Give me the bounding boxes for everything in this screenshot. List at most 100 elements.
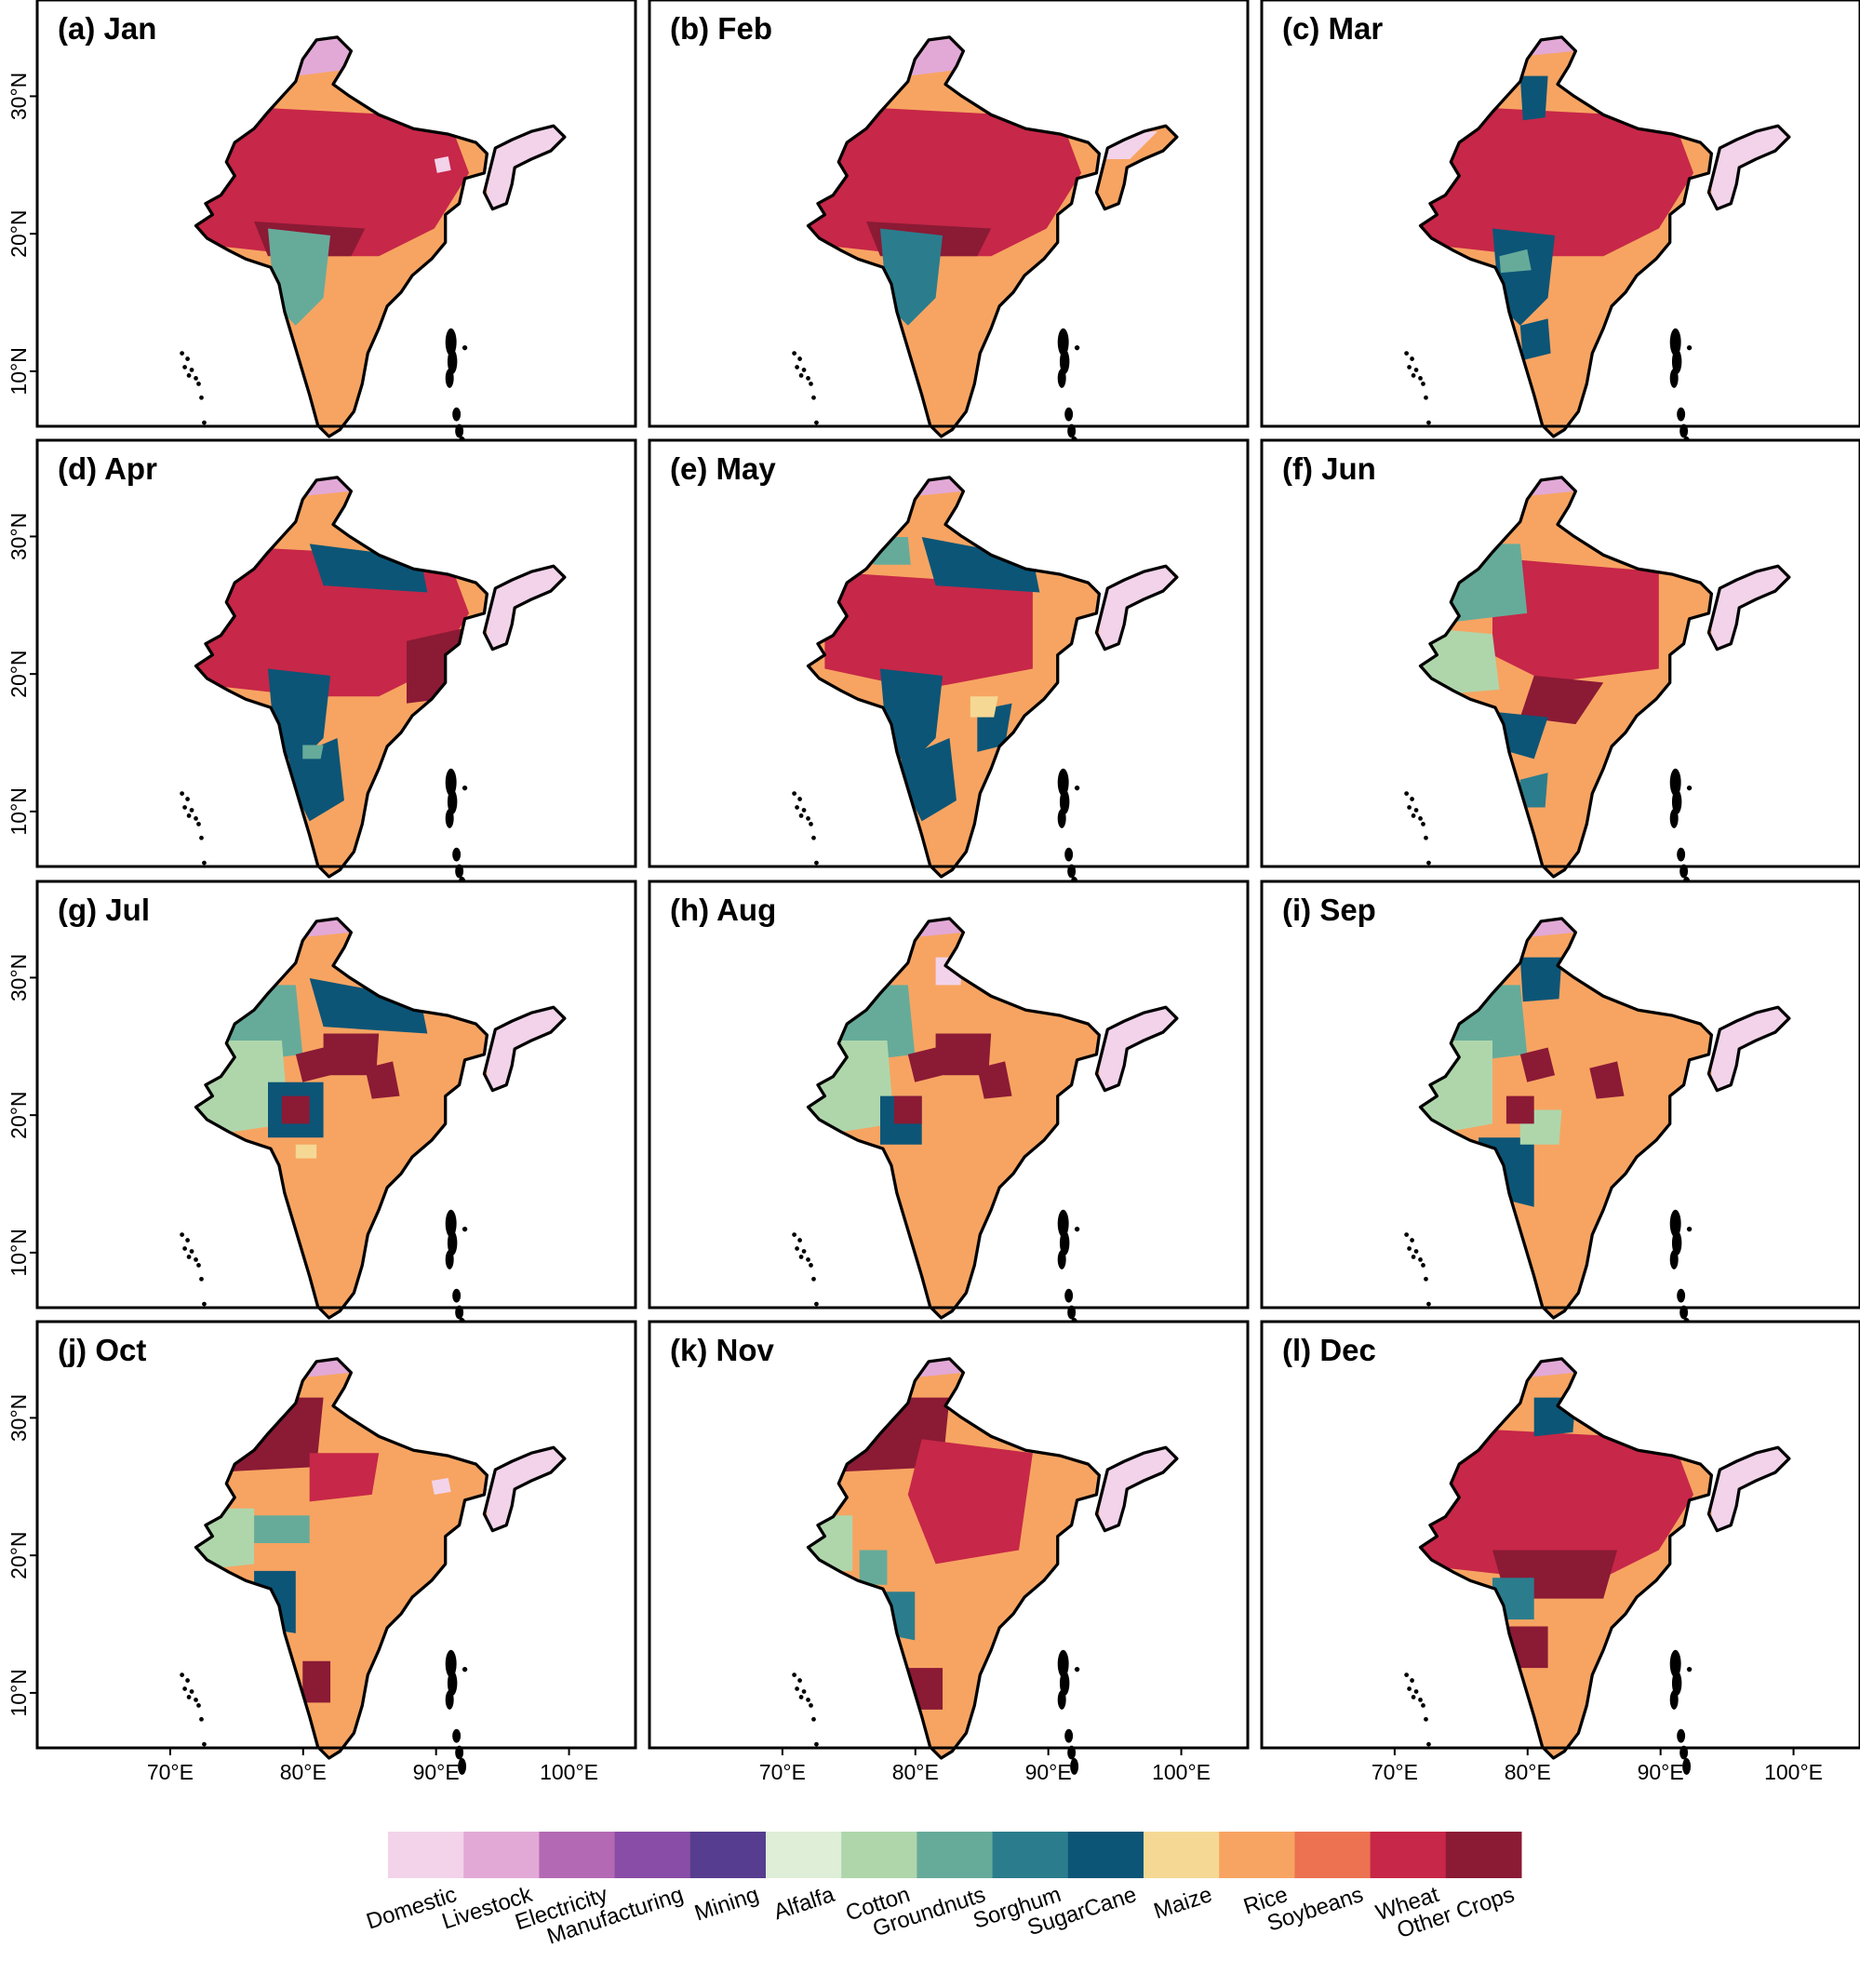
zone-livestock	[907, 36, 970, 76]
legend-swatch-soybeans	[1294, 1832, 1372, 1878]
panel-frame	[1260, 1320, 1860, 1750]
legend-label: Alfalfa	[770, 1882, 837, 1925]
lat-tick-label: 20°N	[7, 1091, 31, 1138]
legend-swatch-mining	[689, 1832, 767, 1878]
panel-label: (a) Jan	[58, 11, 156, 46]
zone-sugarcane	[1519, 75, 1548, 121]
map-panel-k: (k) Nov 70°E 80°E 90°E 100°E	[648, 1320, 1250, 1784]
map-panel-e: (e) May	[648, 438, 1250, 893]
panel-frame	[648, 438, 1250, 868]
lat-tick-label: 10°N	[7, 787, 31, 835]
lon-tick-label: 100°E	[1152, 1760, 1211, 1784]
zone-domestic	[431, 1478, 451, 1495]
zone-groundnuts	[302, 745, 324, 759]
legend-label: Mining	[691, 1882, 762, 1927]
panel-label: (j) Oct	[58, 1333, 146, 1367]
panel-frame	[1260, 0, 1860, 428]
zone-other-crops	[893, 1047, 1012, 1124]
panel-label: (e) May	[670, 451, 776, 486]
zone-groundnuts	[1499, 248, 1532, 274]
legend-swatch-livestock	[463, 1832, 540, 1878]
lon-tick-label: 90°E	[1638, 1760, 1684, 1784]
panel-label: (f) Jun	[1282, 451, 1376, 486]
zone-other-crops	[1519, 675, 1604, 725]
map-panel-b: (b) Feb	[648, 0, 1250, 453]
lat-tick-label: 10°N	[7, 1669, 31, 1716]
zone-groundnuts	[859, 1550, 888, 1585]
legend-swatch-electricity	[539, 1832, 616, 1878]
legend-swatch-rice	[1219, 1832, 1295, 1878]
zone-maize	[295, 1144, 317, 1159]
zone-sorghum	[1519, 772, 1548, 808]
zone-other-crops	[323, 1033, 380, 1076]
zone-wheat	[1420, 103, 1694, 257]
map-panel-h: (h) Aug	[648, 880, 1250, 1335]
panel-label: (l) Dec	[1282, 1333, 1376, 1367]
panel-frame	[35, 1320, 637, 1750]
zone-sugarcane	[1519, 318, 1551, 361]
zone-other-crops	[1505, 1047, 1625, 1124]
panel-frame	[35, 0, 637, 428]
zone-wheat	[824, 571, 1033, 690]
legend-swatch-domestic	[388, 1832, 464, 1878]
lon-tick-label: 70°E	[147, 1760, 194, 1784]
zone-sugarcane	[309, 977, 428, 1034]
zone-other-crops	[935, 1033, 992, 1076]
map-panel-l: (l) Dec 70°E 80°E 90°E 100°E	[1260, 1320, 1860, 1784]
islands	[1404, 328, 1693, 453]
legend-swatch-maize	[1144, 1832, 1220, 1878]
panel-label: (b) Feb	[670, 11, 772, 46]
zone-maize	[970, 696, 998, 718]
zone-other-crops	[302, 1660, 331, 1703]
lat-tick-label: 20°N	[7, 1531, 31, 1578]
panel-label: (h) Aug	[670, 893, 776, 927]
lon-tick-label: 70°E	[1372, 1760, 1418, 1784]
lon-tick-label: 100°E	[540, 1760, 598, 1784]
zone-livestock	[295, 36, 358, 76]
panel-frame	[35, 880, 637, 1310]
lon-tick-label: 70°E	[759, 1760, 806, 1784]
lat-tick-label: 10°N	[7, 347, 31, 395]
zone-domestic	[434, 156, 451, 173]
panel-frame	[648, 880, 1250, 1310]
lon-tick-label: 90°E	[413, 1760, 460, 1784]
panel-label: (k) Nov	[670, 1333, 774, 1367]
legend-label: Maize	[1151, 1882, 1215, 1924]
lat-tick-label: 30°N	[7, 513, 31, 560]
lon-tick-label: 80°E	[1505, 1760, 1551, 1784]
zone-wheat	[808, 103, 1082, 257]
lat-tick-label: 10°N	[7, 1229, 31, 1276]
map-panel-c: (c) Mar	[1260, 0, 1860, 453]
zone-sugarcane	[921, 536, 1040, 593]
legend-swatch-cotton	[841, 1832, 917, 1878]
map-panel-d: (d) Apr 30°N 20°N 10°N	[7, 438, 637, 893]
zone-sugarcane	[901, 738, 957, 822]
islands	[1404, 768, 1693, 893]
panel-frame	[648, 0, 1250, 428]
lat-tick-label: 30°N	[7, 1394, 31, 1442]
legend-swatch-alfalfa	[766, 1832, 842, 1878]
map-panel-j: (j) Oct 30°N 20°N 10°N 70°E 80°E 90°E 100°E	[7, 1320, 637, 1784]
legend-swatch-wheat	[1370, 1832, 1447, 1878]
zone-other-crops	[281, 1047, 400, 1124]
panel-label: (i) Sep	[1282, 893, 1376, 927]
lon-tick-label: 80°E	[280, 1760, 327, 1784]
islands	[792, 1649, 1080, 1775]
map-panel-i: (i) Sep	[1260, 880, 1860, 1335]
zone-wheat	[1492, 557, 1659, 683]
legend-swatch-groundnuts	[917, 1832, 994, 1878]
islands	[792, 1209, 1080, 1335]
panel-label: (d) Apr	[58, 451, 157, 486]
map-panel-g: (g) Jul 30°N 20°N 10°N	[7, 880, 637, 1335]
zone-wheat	[309, 1453, 380, 1502]
zone-sugarcane	[1519, 957, 1562, 1002]
legend-swatch-manufacturing	[614, 1832, 691, 1878]
lat-tick-label: 20°N	[7, 209, 31, 257]
panel-frame	[1260, 880, 1860, 1310]
map-panel-f: (f) Jun	[1260, 438, 1860, 893]
islands	[180, 1649, 468, 1775]
lat-tick-label: 20°N	[7, 650, 31, 697]
lat-tick-label: 30°N	[7, 954, 31, 1001]
zone-wheat	[195, 103, 470, 257]
